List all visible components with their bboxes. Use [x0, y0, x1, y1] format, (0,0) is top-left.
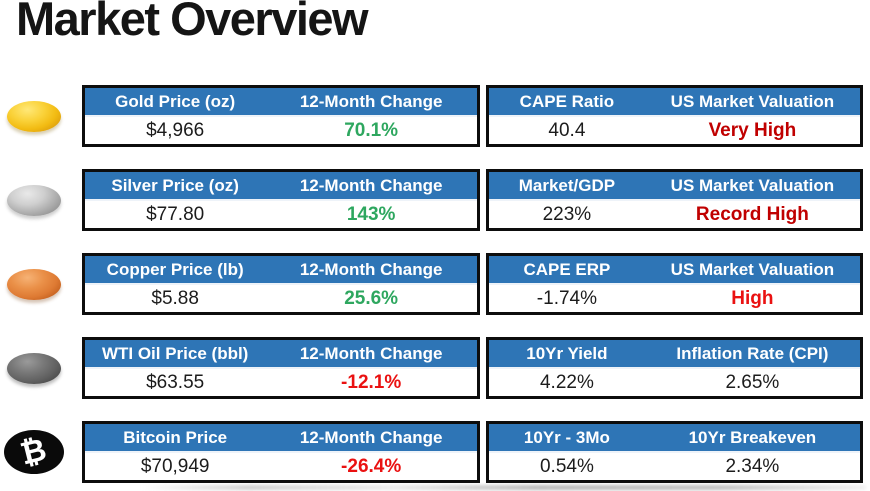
table-value-row: $63.55 -12.1% [85, 369, 477, 396]
valuation-status: Record High [695, 203, 809, 225]
col-header: CAPE ERP [523, 259, 611, 279]
silver-price-table: Silver Price (oz) 12-Month Change $77.80… [82, 169, 480, 231]
indicator-value: 2.34% [725, 455, 780, 477]
col-header: Silver Price (oz) [111, 175, 239, 195]
valuation-status: High [731, 287, 774, 309]
copper-coin-icon [7, 268, 61, 300]
table-value-row: 0.54% 2.34% [489, 453, 860, 480]
oil-coin-icon [7, 352, 61, 384]
yield-inflation-table: 10Yr Yield Inflation Rate (CPI) 4.22% 2.… [486, 337, 863, 399]
col-header: US Market Valuation [670, 91, 835, 111]
table-header-row: 10Yr - 3Mo 10Yr Breakeven [489, 424, 860, 453]
col-header: CAPE Ratio [519, 91, 615, 111]
indicator-value: 40.4 [548, 119, 586, 141]
table-value-row: 4.22% 2.65% [489, 369, 860, 396]
bottom-shadow-smudge [140, 485, 866, 490]
valuation-status: Very High [708, 119, 797, 141]
copper-price-table: Copper Price (lb) 12-Month Change $5.88 … [82, 253, 480, 315]
table-value-row: $70,949 -26.4% [85, 453, 477, 480]
price-value: $70,949 [140, 455, 210, 477]
indicator-value: 2.65% [725, 371, 780, 393]
table-value-row: $4,966 70.1% [85, 117, 477, 144]
table-header-row: Bitcoin Price 12-Month Change [85, 424, 477, 453]
table-value-row: 223% Record High [489, 201, 860, 228]
indicator-value: 4.22% [539, 371, 594, 393]
table-value-row: -1.74% High [489, 285, 860, 312]
copper-icon-cell [0, 253, 82, 315]
price-value: $63.55 [146, 371, 205, 393]
bitcoin-glyph: ₿ [17, 430, 51, 473]
col-header: Copper Price (lb) [106, 259, 244, 279]
col-header: Inflation Rate (CPI) [676, 343, 829, 363]
col-header: 12-Month Change [299, 259, 443, 279]
market-gdp-table: Market/GDP US Market Valuation 223% Reco… [486, 169, 863, 231]
change-value: -12.1% [341, 371, 402, 393]
spread-breakeven-table: 10Yr - 3Mo 10Yr Breakeven 0.54% 2.34% [486, 421, 863, 483]
table-header-row: Copper Price (lb) 12-Month Change [85, 256, 477, 285]
col-header: 12-Month Change [299, 343, 443, 363]
col-header: 12-Month Change [299, 427, 443, 447]
indicator-value: -1.74% [536, 287, 597, 309]
col-header: 12-Month Change [299, 91, 443, 111]
silver-coin-icon [7, 184, 61, 216]
wti-oil-price-table: WTI Oil Price (bbl) 12-Month Change $63.… [82, 337, 480, 399]
price-value: $4,966 [146, 119, 205, 141]
col-header: US Market Valuation [670, 259, 835, 279]
col-header: Bitcoin Price [123, 427, 228, 447]
table-value-row: $5.88 25.6% [85, 285, 477, 312]
col-header: 10Yr - 3Mo [523, 427, 610, 447]
change-value: 25.6% [344, 287, 399, 309]
col-header: WTI Oil Price (bbl) [101, 343, 249, 363]
change-value: 70.1% [344, 119, 399, 141]
indicator-value: 223% [542, 203, 592, 225]
price-value: $77.80 [146, 203, 205, 225]
table-value-row: $77.80 143% [85, 201, 477, 228]
col-header: 10Yr Yield [526, 343, 608, 363]
table-value-row: 40.4 Very High [489, 117, 860, 144]
table-header-row: CAPE Ratio US Market Valuation [489, 88, 860, 117]
oil-icon-cell [0, 337, 82, 399]
gold-price-table: Gold Price (oz) 12-Month Change $4,966 7… [82, 85, 480, 147]
table-header-row: Gold Price (oz) 12-Month Change [85, 88, 477, 117]
price-value: $5.88 [151, 287, 199, 309]
cape-ratio-table: CAPE Ratio US Market Valuation 40.4 Very… [486, 85, 863, 147]
page-title: Market Overview [16, 0, 369, 45]
tables-grid: Gold Price (oz) 12-Month Change $4,966 7… [0, 85, 863, 483]
table-header-row: WTI Oil Price (bbl) 12-Month Change [85, 340, 477, 369]
silver-icon-cell [0, 169, 82, 231]
change-value: 143% [346, 203, 396, 225]
col-header: 10Yr Breakeven [688, 427, 817, 447]
gold-icon-cell [0, 85, 82, 147]
table-header-row: 10Yr Yield Inflation Rate (CPI) [489, 340, 860, 369]
table-header-row: Market/GDP US Market Valuation [489, 172, 860, 201]
change-value: -26.4% [341, 455, 402, 477]
col-header: 12-Month Change [299, 175, 443, 195]
col-header: Market/GDP [518, 175, 616, 195]
indicator-value: 0.54% [539, 455, 594, 477]
col-header: Gold Price (oz) [115, 91, 236, 111]
table-header-row: Silver Price (oz) 12-Month Change [85, 172, 477, 201]
col-header: US Market Valuation [670, 175, 835, 195]
bitcoin-price-table: Bitcoin Price 12-Month Change $70,949 -2… [82, 421, 480, 483]
bitcoin-icon-cell: ₿ [0, 421, 82, 483]
bitcoin-icon: ₿ [4, 430, 64, 474]
gold-coin-icon [7, 100, 61, 132]
cape-erp-table: CAPE ERP US Market Valuation -1.74% High [486, 253, 863, 315]
table-header-row: CAPE ERP US Market Valuation [489, 256, 860, 285]
